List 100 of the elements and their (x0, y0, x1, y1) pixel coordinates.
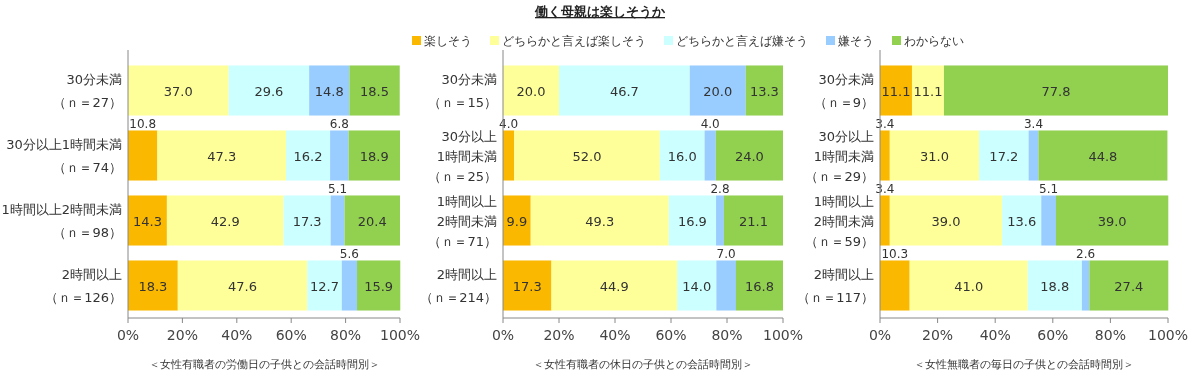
bar (716, 195, 724, 246)
data-label: 7.0 (716, 247, 736, 262)
bar (228, 65, 310, 116)
bar (349, 65, 400, 116)
bar (735, 260, 783, 311)
bar (745, 65, 783, 116)
data-label: 14.8 (314, 83, 344, 99)
data-label: 31.0 (919, 148, 949, 164)
data-label: 41.0 (954, 278, 984, 294)
bar (559, 65, 690, 116)
bar (128, 260, 178, 311)
bar (668, 195, 717, 246)
x-tick-label: 40% (599, 327, 631, 343)
bar (677, 260, 717, 311)
legend-label: 楽しそう (424, 34, 472, 48)
y-tick-label: 30分以上1時間未満（ｎ＝29） (805, 128, 874, 184)
data-label: 49.3 (585, 213, 615, 229)
x-tick-label: 100% (379, 327, 421, 343)
data-label: 10.3 (881, 247, 909, 262)
data-label: 3.4 (1023, 117, 1044, 132)
x-tick-label: 0% (868, 327, 892, 343)
bar (689, 65, 746, 116)
data-label: 12.7 (310, 278, 339, 294)
bar (286, 130, 331, 181)
bar (1055, 195, 1169, 246)
data-label: 3.4 (875, 182, 895, 197)
y-tick-label: 1時間以上2時間未満（ｎ＝59） (805, 193, 874, 249)
data-label: 4.0 (700, 117, 720, 132)
bar (128, 130, 158, 181)
data-label: 27.4 (1114, 278, 1144, 294)
y-tick-label: 1時間以上2時間未満（ｎ＝71） (428, 193, 497, 249)
bar (1081, 260, 1090, 311)
data-label: 15.9 (364, 278, 394, 294)
bar (716, 260, 736, 311)
data-label: 46.7 (609, 83, 639, 99)
y-tick-label: 2時間以上（ｎ＝126） (45, 267, 122, 305)
bar (911, 65, 944, 116)
bar (979, 130, 1029, 181)
data-label: 24.0 (734, 148, 764, 164)
data-label: 5.1 (1039, 182, 1059, 197)
data-label: 3.4 (875, 117, 895, 132)
bar (330, 130, 349, 181)
data-label: 39.0 (931, 213, 961, 229)
bar (307, 260, 342, 311)
y-tick-label: 2時間以上（ｎ＝117） (797, 267, 874, 305)
data-label: 16.8 (745, 278, 774, 294)
x-tick-label: 40% (221, 327, 253, 343)
y-tick-label: 2時間以上（ｎ＝214） (420, 267, 497, 305)
y-tick-label: 30分未満（ｎ＝9） (813, 72, 874, 110)
bar (503, 260, 552, 311)
x-tick-label: 60% (275, 327, 307, 343)
data-label: 11.1 (913, 83, 943, 99)
data-label: 37.0 (163, 83, 193, 99)
data-label: 14.3 (132, 213, 162, 229)
bar (715, 130, 783, 181)
x-tick-label: 60% (655, 327, 687, 343)
bar (880, 195, 890, 246)
y-tick-label: 1時間以上2時間未満（ｎ＝98） (1, 202, 122, 240)
bar (943, 65, 1168, 116)
bar (1038, 130, 1168, 181)
bar (344, 195, 400, 246)
bar (177, 260, 308, 311)
data-label: 42.9 (210, 213, 240, 229)
x-tick-label: 0% (491, 327, 515, 343)
data-label: 10.8 (129, 117, 157, 132)
data-label: 16.0 (667, 148, 697, 164)
legend-label: 嫌そう (838, 34, 874, 48)
bar (880, 260, 910, 311)
x-tick-label: 60% (1037, 327, 1069, 343)
data-label: 44.8 (1088, 148, 1118, 164)
data-label: 20.0 (516, 83, 546, 99)
bar (348, 130, 400, 181)
data-label: 39.0 (1097, 213, 1127, 229)
bar (880, 130, 890, 181)
x-tick-label: 40% (979, 327, 1011, 343)
data-label: 2.6 (1076, 247, 1096, 262)
bar (1027, 260, 1082, 311)
x-tick-label: 100% (762, 327, 804, 343)
y-tick-label: 30分以上1時間未満（ｎ＝74） (6, 137, 122, 175)
y-tick-label: 30分未満（ｎ＝15） (428, 72, 497, 110)
bar (166, 195, 284, 246)
x-tick-label: 80% (330, 327, 362, 343)
bar (909, 260, 1028, 311)
bar (503, 65, 559, 116)
bar (330, 195, 345, 246)
x-tick-label: 20% (543, 327, 575, 343)
bar (283, 195, 331, 246)
bar (889, 195, 1003, 246)
bar (1041, 195, 1056, 246)
data-label: 16.2 (293, 148, 323, 164)
data-label: 16.9 (677, 213, 707, 229)
x-axis-title: ＜女性無職者の毎日の子供との会話時間別＞ (914, 358, 1134, 371)
bar (659, 130, 705, 181)
y-tick-label: 30分未満（ｎ＝27） (53, 72, 122, 110)
data-label: 47.3 (207, 148, 237, 164)
bar (309, 65, 350, 116)
data-label: 17.3 (292, 213, 322, 229)
data-label: 6.8 (329, 117, 349, 132)
legend-label: どちらかと言えば嫌そう (676, 34, 808, 48)
data-label: 11.1 (881, 83, 911, 99)
